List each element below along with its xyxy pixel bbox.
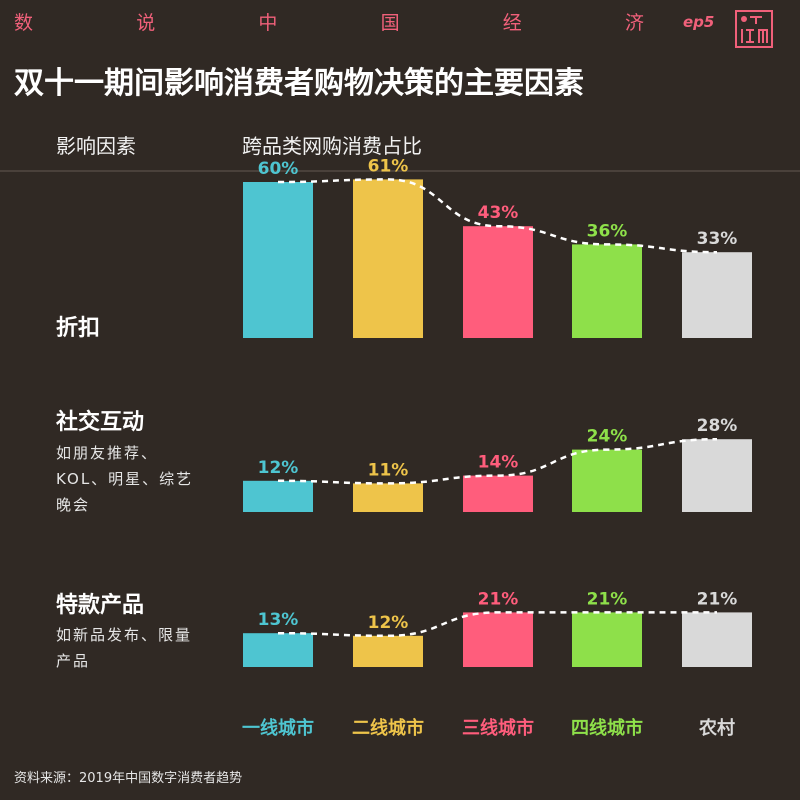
value-label-2-4: 24%	[587, 427, 628, 447]
factor-title-social: 社交互动	[56, 410, 145, 435]
value-label-2-2: 11%	[368, 460, 409, 480]
factor-title-discount: 折扣	[56, 316, 101, 341]
category-label-2: 二线城市	[352, 717, 424, 739]
bar-3-3	[463, 612, 533, 667]
series-title-char: 经	[502, 12, 522, 34]
bar-1-4	[572, 244, 642, 338]
series-title-char: 说	[136, 12, 156, 34]
value-label-3-4: 21%	[587, 589, 628, 609]
value-label-2-5: 28%	[697, 416, 738, 436]
bar-2-1	[243, 480, 313, 512]
bar-2-4	[572, 449, 642, 512]
category-label-3: 三线城市	[462, 717, 534, 739]
category-label-5: 农村	[698, 717, 735, 739]
bar-1-5	[682, 252, 752, 338]
column-header-share: 跨品类网购消费占比	[242, 134, 422, 158]
value-label-1-2: 61%	[368, 156, 409, 176]
bar-1-2	[353, 179, 423, 338]
factor-desc-special: 如新品发布、限量产品	[56, 626, 193, 670]
series-title-char: 济	[624, 12, 644, 34]
value-label-3-2: 12%	[368, 613, 409, 633]
trend-line-2	[277, 437, 718, 485]
factor-desc-social: 如朋友推荐、KOL、明星、综艺晚会	[56, 444, 194, 514]
bar-3-1	[243, 633, 313, 667]
trend-line-3	[277, 611, 718, 638]
bar-3-2	[353, 635, 423, 667]
value-label-1-1: 60%	[258, 159, 299, 179]
bar-2-2	[353, 483, 423, 512]
page-title: 双十一期间影响消费者购物决策的主要因素	[14, 66, 584, 101]
bar-1-3	[463, 226, 533, 338]
bar-3-4	[572, 612, 642, 667]
value-label-3-1: 13%	[258, 610, 299, 630]
category-label-1: 一线城市	[242, 717, 314, 739]
header-divider	[0, 170, 800, 172]
bar-2-5	[682, 439, 752, 512]
category-label-4: 四线城市	[571, 717, 643, 739]
value-label-2-1: 12%	[258, 458, 299, 478]
bar-1-1	[243, 182, 313, 338]
episode-label: ep5	[683, 13, 715, 31]
series-title-char: 国	[380, 12, 400, 34]
column-header-factor: 影响因素	[56, 134, 136, 158]
bar-2-3	[463, 475, 533, 512]
value-label-3-5: 21%	[697, 589, 738, 609]
value-label-3-3: 21%	[478, 589, 519, 609]
series-title-char: 数	[14, 12, 34, 34]
bar-3-5	[682, 612, 752, 667]
value-label-1-4: 36%	[587, 221, 628, 241]
series-title-char: 中	[258, 12, 278, 34]
series-title: 数 说 中 国 经 济	[14, 8, 644, 36]
value-label-1-3: 43%	[478, 203, 519, 223]
value-label-1-5: 33%	[697, 229, 738, 249]
factor-title-special: 特款产品	[56, 593, 145, 618]
brand-logo-icon	[735, 10, 773, 48]
trend-line-1	[277, 178, 718, 254]
source-note: 资料来源：2019年中国数字消费者趋势	[14, 771, 243, 786]
value-label-2-3: 14%	[478, 453, 519, 473]
